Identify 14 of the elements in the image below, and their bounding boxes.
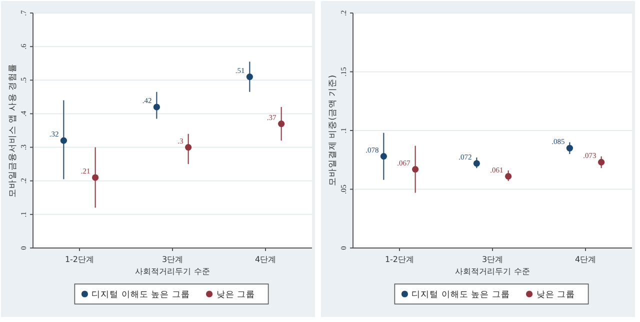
x-tick-label: 4단계 [254,255,276,264]
y-axis-title: 모바일금융서비스 앱 사용 경험률 [8,63,18,198]
legend-label: 낮은 그룹 [216,290,256,300]
x-tick-label: 1-2단계 [64,255,94,264]
x-tick-label: 4단계 [574,255,596,264]
x-tick-label: 1-2단계 [384,255,414,264]
x-axis-title: 사회적거리두기 수준 [455,267,530,276]
legend-label: 디지털 이해도 높은 그룹 [412,290,510,300]
x-tick-label: 3단계 [162,255,184,264]
y-axis-title: 모바일결제 비중(금액 기준) [328,74,338,186]
x-axis-title: 사회적거리두기 수준 [135,267,210,276]
legend-label: 디지털 이해도 높은 그룹 [92,290,190,300]
legend-label: 낮은 그룹 [536,290,576,300]
x-tick-label: 3단계 [482,255,504,264]
